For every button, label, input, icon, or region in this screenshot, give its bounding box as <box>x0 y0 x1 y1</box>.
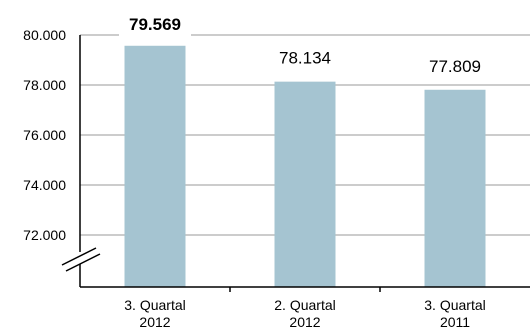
y-tick-label: 78.000 <box>23 77 66 93</box>
y-tick-label: 76.000 <box>23 127 66 143</box>
category-label: 3. Quartal <box>124 297 185 313</box>
bars <box>124 45 486 288</box>
category-label: 2012 <box>139 314 170 330</box>
axis-break-mark <box>61 247 101 272</box>
category-label: 2012 <box>289 314 320 330</box>
y-tick-label: 72.000 <box>23 227 66 243</box>
data-label: 79.569 <box>129 15 181 34</box>
y-tick-label: 74.000 <box>23 177 66 193</box>
category-label: 2. Quartal <box>274 297 335 313</box>
axes <box>61 35 530 292</box>
bar <box>424 89 486 288</box>
data-label-background <box>119 13 191 36</box>
y-axis-tick-labels: 72.000 74.000 76.000 78.000 80.000 <box>23 27 66 243</box>
category-label: 2011 <box>440 314 470 330</box>
data-labels: 79.569 78.134 77.809 <box>119 13 481 76</box>
bar <box>274 81 336 288</box>
bar <box>124 45 186 288</box>
category-label: 3. Quartal <box>424 297 485 313</box>
data-label: 78.134 <box>279 49 331 68</box>
data-label: 77.809 <box>429 57 481 76</box>
y-tick-label: 80.000 <box>23 27 66 43</box>
